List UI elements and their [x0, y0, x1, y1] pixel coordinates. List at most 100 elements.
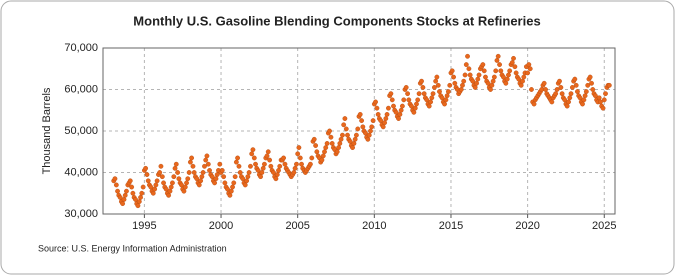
- data-point: [568, 91, 574, 97]
- data-point: [494, 58, 500, 63]
- data-point: [187, 159, 193, 165]
- data-point: [232, 174, 238, 180]
- data-point: [375, 112, 381, 117]
- data-point: [447, 82, 453, 88]
- data-point: [258, 174, 263, 180]
- data-point: [190, 163, 196, 169]
- data-point: [150, 190, 156, 196]
- data-point: [309, 155, 315, 161]
- data-point: [449, 68, 455, 74]
- data-point: [411, 109, 417, 115]
- data-point: [603, 91, 608, 97]
- data-point: [554, 87, 560, 92]
- data-point: [345, 132, 350, 138]
- data-point: [296, 145, 302, 151]
- data-point: [495, 53, 501, 59]
- data-point: [503, 80, 509, 86]
- data-point: [512, 64, 518, 70]
- data-point: [167, 188, 173, 194]
- data-point: [281, 155, 286, 161]
- data-point: [432, 85, 437, 90]
- data-point: [235, 155, 240, 161]
- data-point: [294, 161, 299, 167]
- data-point: [452, 80, 458, 86]
- data-point: [202, 163, 207, 169]
- data-point: [389, 97, 395, 103]
- data-point: [564, 103, 570, 109]
- data-point: [374, 105, 380, 111]
- data-point: [572, 76, 578, 82]
- data-point: [380, 124, 386, 130]
- data-point: [403, 85, 409, 90]
- data-point: [207, 168, 212, 173]
- data-point: [396, 116, 401, 121]
- data-point: [329, 141, 335, 146]
- data-point: [246, 170, 252, 175]
- data-point: [139, 190, 145, 196]
- data-point: [145, 178, 151, 184]
- y-tick-label: 60,000: [64, 83, 98, 95]
- data-point: [518, 82, 524, 88]
- data-point: [297, 155, 303, 161]
- data-point: [383, 116, 389, 121]
- data-point: [580, 101, 585, 107]
- data-point: [558, 85, 564, 90]
- y-tick-label: 70,000: [64, 42, 98, 54]
- data-point: [488, 87, 493, 92]
- data-point: [170, 180, 175, 186]
- data-point: [585, 82, 591, 88]
- data-point: [399, 103, 405, 109]
- data-point: [397, 112, 403, 117]
- x-tick-label: 1995: [132, 220, 156, 232]
- data-point: [359, 118, 365, 124]
- data-point: [249, 151, 255, 157]
- data-point: [158, 163, 164, 169]
- data-point: [420, 85, 426, 90]
- data-point: [490, 78, 496, 84]
- data-point: [153, 182, 159, 188]
- data-point: [369, 124, 375, 130]
- data-point: [198, 178, 204, 184]
- data-point: [373, 99, 378, 105]
- data-point: [567, 95, 573, 101]
- data-point: [549, 99, 555, 105]
- data-point: [405, 91, 410, 97]
- data-point: [248, 163, 253, 169]
- data-point: [322, 149, 327, 155]
- data-point: [172, 165, 178, 171]
- data-point: [507, 68, 513, 74]
- data-point: [130, 190, 136, 196]
- data-point: [553, 91, 559, 97]
- data-point: [370, 118, 376, 124]
- y-tick-label: 50,000: [64, 125, 98, 137]
- data-point: [157, 170, 163, 175]
- data-point: [498, 68, 504, 74]
- data-point: [319, 157, 325, 163]
- data-point: [273, 176, 279, 182]
- data-point: [351, 141, 357, 146]
- data-point: [135, 203, 141, 209]
- data-point: [250, 147, 256, 153]
- data-point: [342, 116, 348, 121]
- data-point: [559, 91, 565, 97]
- data-point: [222, 180, 228, 186]
- data-point: [355, 126, 361, 132]
- data-point: [521, 74, 527, 80]
- data-point: [511, 55, 516, 61]
- data-point: [489, 82, 495, 88]
- data-point: [311, 136, 317, 142]
- data-point: [200, 170, 206, 175]
- data-point: [384, 112, 390, 117]
- data-point: [527, 66, 533, 72]
- data-point: [268, 163, 274, 169]
- data-point: [573, 82, 579, 88]
- data-point: [467, 72, 473, 78]
- data-point: [219, 168, 225, 173]
- data-point: [520, 78, 525, 84]
- x-tick-label: 2010: [362, 220, 386, 232]
- data-point: [274, 172, 280, 177]
- data-point: [173, 161, 179, 167]
- data-point: [442, 101, 447, 107]
- data-point: [320, 153, 326, 159]
- data-point: [295, 151, 301, 157]
